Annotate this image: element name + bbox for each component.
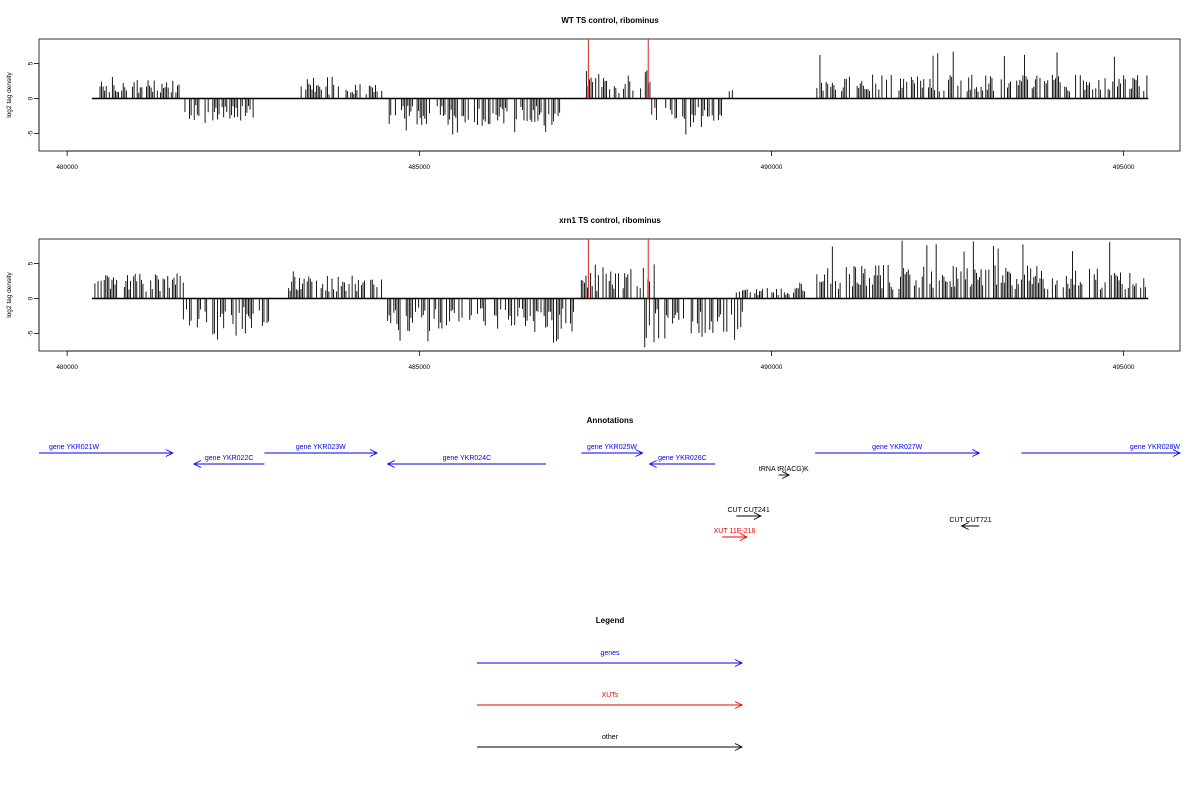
feature-arrowhead: [369, 449, 379, 457]
legend-arrowhead: [734, 659, 744, 667]
feature-label: CUT CUT721: [949, 517, 991, 524]
wt-x-axis: 480000 485000 490000 495000: [56, 150, 1135, 171]
xrn1-y-axis: -5 0 5: [28, 261, 40, 336]
wt-bars: [91, 51, 1149, 135]
wt-marker-lines: [587, 39, 649, 99]
xrn1-x-tick-label: 490000: [761, 364, 783, 371]
legend-arrowhead: [734, 701, 744, 709]
feature-arrowhead: [781, 471, 791, 479]
wt-track-title: WT TS control, ribominus: [561, 16, 659, 25]
wt-x-tick-label: 485000: [408, 164, 430, 171]
legend-items: genes XUTs other: [477, 650, 744, 751]
wt-x-tick-label: 495000: [1113, 164, 1135, 171]
feature-label: gene YKR023W: [296, 444, 346, 451]
xrn1-bars: [91, 240, 1149, 348]
wt-x-tick-label: 490000: [761, 164, 783, 171]
xrn1-y-tick-label: -5: [28, 330, 35, 336]
xrn1-track-title: xrn1 TS control, ribominus: [559, 216, 661, 225]
feature-label: CUT CUT241: [727, 507, 769, 514]
feature-arrowhead: [192, 460, 202, 468]
xrn1-y-tick-label: 5: [28, 261, 35, 265]
legend-arrowhead: [734, 743, 744, 751]
wt-y-tick-label: -5: [28, 130, 35, 136]
feature-label: gene YKR025W: [587, 444, 637, 451]
legend-label-other: other: [602, 734, 619, 741]
feature-label: gene YKR021W: [49, 444, 99, 451]
xrn1-x-tick-label: 485000: [408, 364, 430, 371]
feature-arrowhead: [972, 449, 981, 457]
xrn1-x-tick-label: 480000: [56, 364, 78, 371]
legend-label-xuts: XUTs: [602, 692, 619, 699]
legend-title: Legend: [596, 616, 625, 625]
feature-label: gene YKR024C: [443, 455, 492, 462]
xrn1-y-tick-label: 0: [28, 296, 35, 300]
wt-y-axis-label: log2 tag density: [6, 71, 13, 117]
feature-label: gene YKR028W: [1130, 444, 1180, 451]
xrn1-x-axis: 480000 485000 490000 495000: [56, 350, 1135, 371]
feature-arrowhead: [386, 460, 395, 468]
wt-y-tick-label: 0: [28, 96, 35, 100]
legend-label-genes: genes: [600, 650, 620, 657]
feature-label: gene YKR027W: [872, 444, 922, 451]
feature-arrowhead: [165, 449, 174, 457]
xrn1-x-tick-label: 495000: [1113, 364, 1135, 371]
xrn1-marker-lines: [587, 239, 649, 299]
wt-x-tick-label: 480000: [56, 164, 78, 171]
feature-label: gene YKR022C: [205, 455, 254, 462]
feature-arrowhead: [648, 460, 657, 468]
legend-panel: Legend genes XUTs other: [477, 616, 744, 751]
xrn1-y-axis-label: log2 tag density: [6, 271, 13, 317]
wt-y-axis: -5 0 5: [28, 61, 40, 136]
feature-label: XUT 11E-216: [714, 528, 756, 535]
feature-label: tRNA tR(ACG)K: [759, 466, 809, 473]
feature-arrowhead: [739, 533, 748, 541]
wt-track-panel: WT TS control, ribominus log2 tag densit…: [6, 16, 1181, 171]
annotation-features: gene YKR021W gene YKR022C gene YKR023W gene…: [39, 444, 1182, 541]
feature-arrowhead: [1172, 449, 1182, 457]
feature-arrowhead: [960, 522, 969, 530]
feature-arrowhead: [753, 512, 762, 520]
wt-y-tick-label: 5: [28, 61, 35, 65]
feature-arrowhead: [635, 449, 644, 457]
xrn1-track-panel: xrn1 TS control, ribominus log2 tag dens…: [6, 216, 1181, 371]
feature-label: gene YKR026C: [658, 455, 707, 462]
annotations-title: Annotations: [587, 416, 634, 425]
